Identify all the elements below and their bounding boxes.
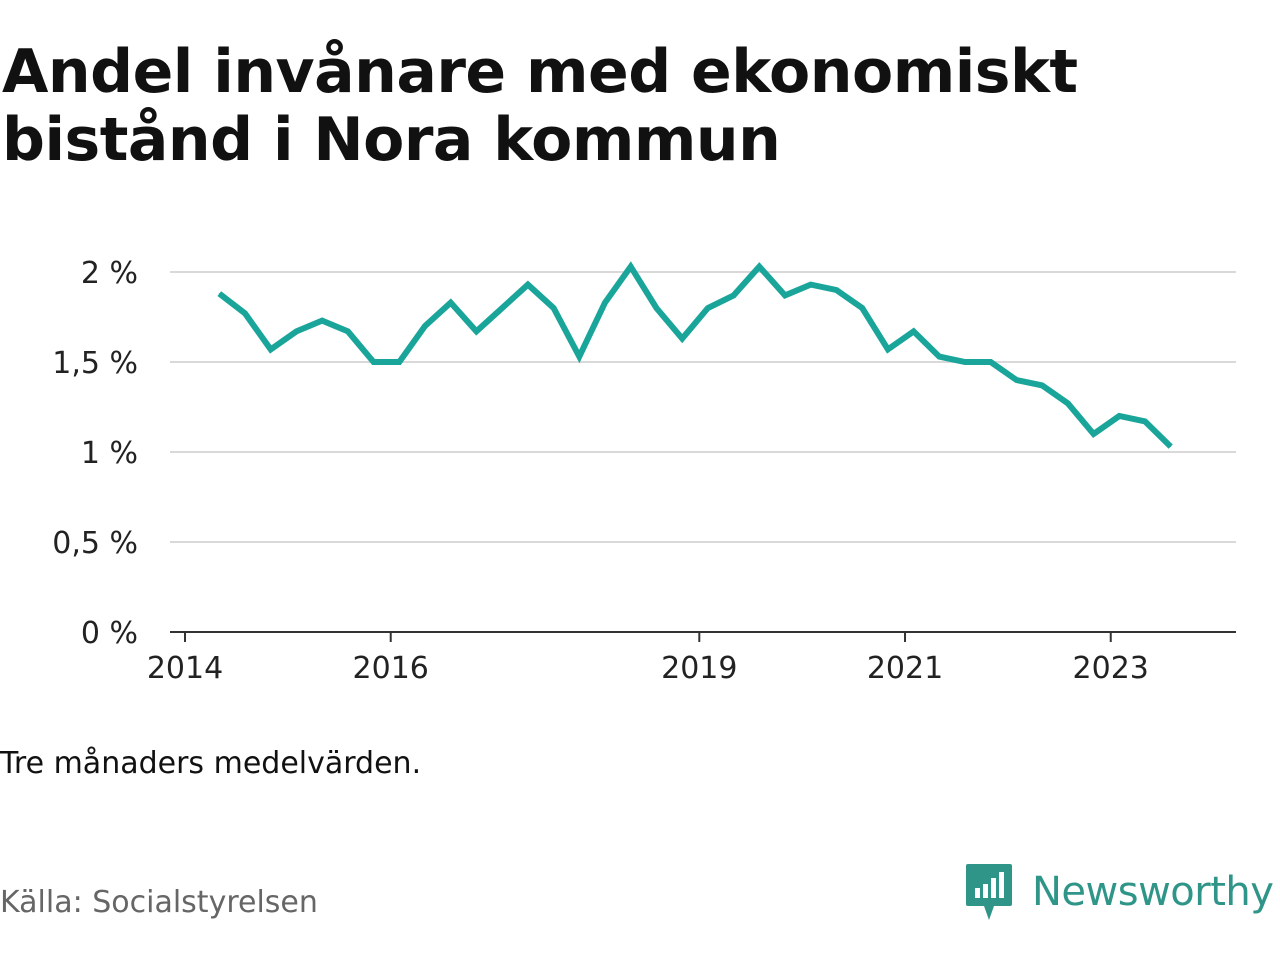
data-point	[707, 307, 709, 309]
x-tick-label: 2023	[1073, 651, 1149, 686]
data-point	[347, 330, 349, 332]
data-point	[835, 289, 837, 291]
series-line	[217, 261, 1173, 449]
chart-title: Andel invånare med ekonomiskt bistånd i …	[2, 37, 1078, 175]
brand-name: Newsworthy	[1032, 869, 1274, 915]
data-point	[1093, 433, 1095, 435]
data-point	[810, 284, 812, 286]
data-point	[784, 294, 786, 296]
y-tick-label: 1,5 %	[52, 346, 138, 381]
data-point	[527, 284, 529, 286]
brand-logo: Newsworthy	[964, 862, 1274, 922]
data-point	[681, 338, 683, 340]
x-axis: 2014 2016 2019 2021 2023	[147, 631, 1236, 686]
data-point	[733, 294, 735, 296]
data-point	[450, 302, 452, 304]
y-tick-label: 0 %	[81, 616, 138, 651]
data-point	[758, 266, 760, 268]
data-point	[578, 356, 580, 358]
data-point	[373, 361, 375, 363]
data-point	[913, 330, 915, 332]
data-point	[630, 266, 632, 268]
data-point	[1041, 384, 1043, 386]
data-point	[295, 330, 297, 332]
data-point	[270, 348, 272, 350]
data-point	[938, 356, 940, 358]
y-axis-ticks: 0 % 0,5 % 1 % 1,5 % 2 %	[52, 256, 138, 651]
data-point	[964, 361, 966, 363]
x-tick-label: 2016	[353, 651, 429, 686]
chart-note: Tre månaders medelvärden.	[0, 746, 422, 781]
gridlines	[170, 271, 1236, 543]
data-point	[604, 302, 606, 304]
data-point	[244, 312, 246, 314]
x-tick-label: 2021	[867, 651, 943, 686]
x-tick-label: 2019	[661, 651, 737, 686]
x-tick-label: 2014	[147, 651, 223, 686]
line-chart: 0 % 0,5 % 1 % 1,5 % 2 % 2014 2016 2019 2021 2023	[52, 256, 1236, 686]
data-point	[501, 307, 503, 309]
data-point	[887, 348, 889, 350]
data-point	[553, 307, 555, 309]
y-tick-label: 0,5 %	[52, 526, 138, 561]
data-point	[1118, 415, 1120, 417]
data-point	[861, 307, 863, 309]
data-point	[990, 361, 992, 363]
newsworthy-logo-icon	[966, 864, 1012, 920]
data-point	[321, 320, 323, 322]
data-point	[1144, 420, 1146, 422]
data-point	[218, 293, 220, 295]
data-point	[424, 325, 426, 327]
y-tick-label: 1 %	[81, 436, 138, 471]
data-point	[475, 330, 477, 332]
series-group	[217, 261, 1173, 449]
source-credit: Källa: Socialstyrelsen	[0, 885, 318, 920]
data-point	[1170, 446, 1172, 448]
data-point	[655, 307, 657, 309]
data-point	[1067, 402, 1069, 404]
data-point	[1016, 379, 1017, 381]
data-point	[398, 361, 400, 363]
y-tick-label: 2 %	[81, 256, 138, 291]
